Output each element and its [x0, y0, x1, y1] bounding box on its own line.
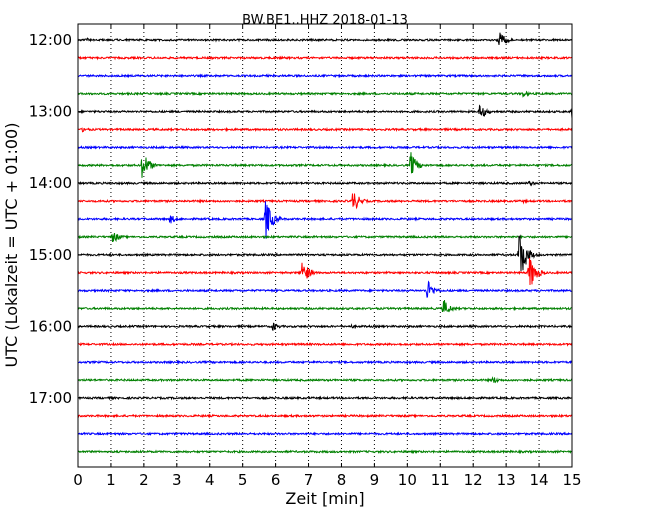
x-tick-label: 5 — [238, 471, 248, 489]
x-tick-label: 2 — [139, 471, 149, 489]
seismic-trace — [77, 234, 573, 272]
x-tick-label: 6 — [271, 471, 281, 489]
seismic-trace — [77, 180, 573, 187]
seismic-trace — [77, 449, 573, 455]
seismic-trace — [77, 280, 573, 298]
seismic-trace — [77, 322, 573, 331]
y-tick-label: 14:00 — [29, 174, 72, 192]
seismic-trace — [77, 341, 573, 347]
seismic-trace — [78, 431, 573, 437]
y-tick-label: 16:00 — [29, 317, 72, 335]
seismic-trace — [77, 90, 573, 98]
seismic-trace — [77, 193, 573, 210]
trace-layer — [77, 32, 573, 455]
seismic-trace — [77, 152, 573, 178]
x-tick-label: 10 — [398, 471, 417, 489]
seismic-trace — [77, 376, 573, 384]
seismic-trace — [77, 359, 573, 365]
x-tick-label: 15 — [562, 471, 581, 489]
chart-title: BW.BE1..HHZ 2018-01-13 — [242, 13, 408, 28]
tick-layer: 0 1 2 3 4 5 6 7 8 9 10 11 12 13 14 1512:0013:0014:0015:… — [29, 24, 582, 489]
plot-frame — [77, 23, 573, 468]
y-tick-label: 12:00 — [29, 31, 72, 49]
seismic-trace — [78, 232, 573, 243]
seismic-trace — [77, 32, 573, 45]
y-tick-label: 17:00 — [29, 389, 72, 407]
x-tick-label: 1 — [106, 471, 116, 489]
x-tick-label: 9 — [370, 471, 380, 489]
x-tick-label: 8 — [337, 471, 347, 489]
seismic-trace — [77, 257, 573, 286]
y-axis-label: UTC (Lokalzeit = UTC + 01:00) — [2, 123, 21, 368]
x-tick-label: 0 — [73, 471, 83, 489]
seismic-trace — [77, 126, 573, 133]
x-tick-label: 4 — [205, 471, 215, 489]
y-tick-label: 15:00 — [29, 246, 72, 264]
seismic-trace — [77, 299, 573, 313]
x-tick-label: 7 — [304, 471, 314, 489]
x-tick-label: 13 — [497, 471, 516, 489]
x-axis-label: Zeit [min] — [285, 489, 364, 508]
grid-layer — [110, 24, 540, 467]
x-tick-label: 14 — [530, 471, 549, 489]
y-tick-label: 13:00 — [29, 103, 72, 121]
x-tick-label: 12 — [464, 471, 483, 489]
seismic-trace — [77, 144, 573, 150]
seismic-trace — [77, 395, 573, 401]
seismic-trace — [77, 73, 573, 79]
seismic-trace — [77, 104, 573, 119]
x-tick-label: 3 — [172, 471, 182, 489]
seismic-trace — [77, 55, 573, 61]
seismic-trace — [77, 413, 573, 419]
x-tick-label: 11 — [431, 471, 450, 489]
seismic-trace — [77, 201, 572, 239]
